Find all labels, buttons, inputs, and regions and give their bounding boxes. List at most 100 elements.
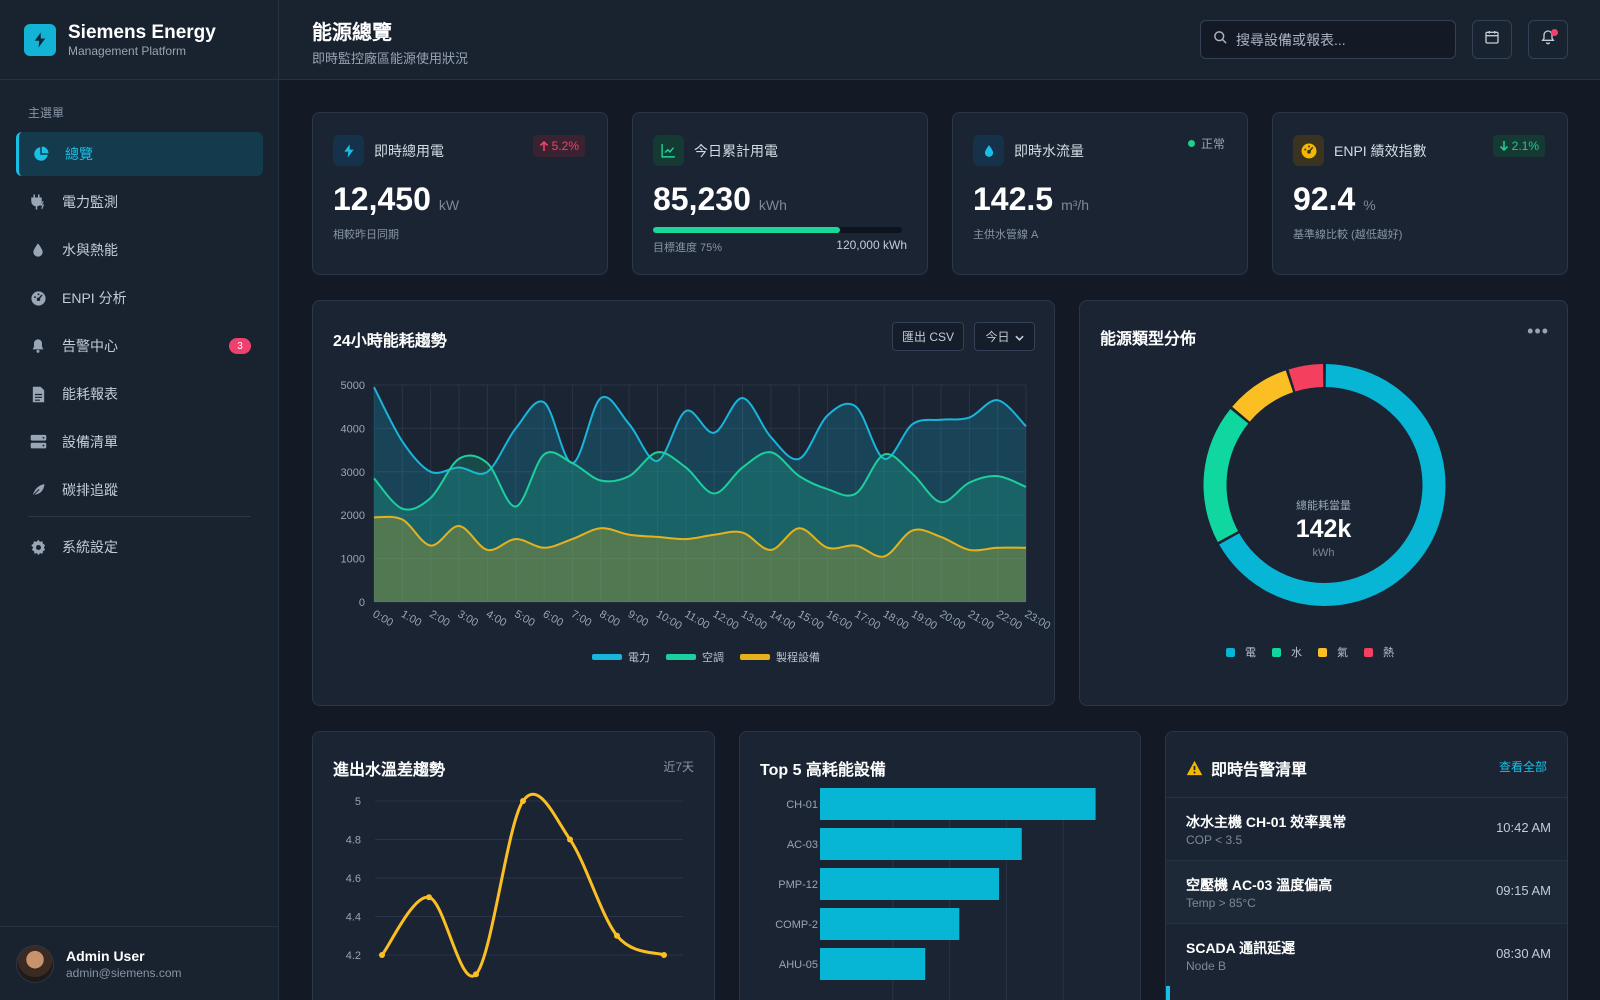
legend-label: 熱 bbox=[1383, 647, 1394, 659]
brand-name: Siemens Energy bbox=[68, 21, 216, 43]
x-tick-label: 22:00 bbox=[994, 608, 1024, 632]
x-tick-label: 4:00 bbox=[484, 608, 509, 629]
donut-slice bbox=[1232, 370, 1294, 422]
brand[interactable]: Siemens Energy Management Platform bbox=[0, 0, 278, 80]
y-tick-label: PMP-12 bbox=[778, 879, 818, 891]
sidebar: Siemens Energy Management Platform 主選單 總… bbox=[0, 0, 279, 1000]
chart-title: 能源類型分佈 bbox=[1100, 331, 1197, 348]
sidebar-item-settings[interactable]: 系統設定 bbox=[16, 525, 263, 569]
bar bbox=[820, 868, 1000, 900]
y-tick-label: 0 bbox=[359, 597, 365, 609]
sidebar-item-label: 碳排追蹤 bbox=[62, 482, 118, 498]
avatar[interactable] bbox=[16, 944, 54, 983]
alert-item[interactable]: SCADA 通訊延遲 Node B 08:30 AM bbox=[1166, 923, 1567, 986]
alert-time: 10:42 AM bbox=[1496, 820, 1551, 835]
top5-card: Top 5 高耗能設備 CH-01 AC-03 PMP-12 COMP-2 AHU-05 bbox=[739, 731, 1141, 1000]
main-menu: 總覽 電力監測 水與熱能 ENPI 分析 告警中心 3 bbox=[16, 132, 263, 573]
delta-badge: 2.1% bbox=[1492, 135, 1545, 157]
trend-chart-icon bbox=[653, 135, 684, 166]
chevron-down-icon bbox=[1014, 330, 1024, 344]
leaf-icon bbox=[28, 480, 48, 500]
delta-value: 5.2% bbox=[551, 139, 579, 153]
warning-icon bbox=[1186, 760, 1203, 776]
progress-label: 目標進度 75% bbox=[653, 242, 723, 254]
alert-title: 冰水主機 CH-01 效率異常 bbox=[1186, 814, 1347, 830]
sidebar-item-devices[interactable]: 設備清單 bbox=[16, 420, 263, 464]
kpi-card-daily-energy[interactable]: 今日累計用電 85,230 kWh 目標進度 75% 120,000 kWh bbox=[632, 112, 928, 275]
legend-item-process: 製程設備 bbox=[740, 649, 820, 665]
sidebar-item-carbon[interactable]: 碳排追蹤 bbox=[16, 468, 263, 512]
data-point bbox=[426, 894, 432, 901]
donut-center-value: 142k bbox=[1295, 515, 1352, 543]
kpi-label: 今日累計用電 bbox=[694, 142, 778, 159]
donut-center-unit: kWh bbox=[1312, 547, 1335, 559]
legend-label: 水 bbox=[1291, 647, 1302, 659]
plug-bolt-icon bbox=[28, 192, 48, 212]
bar bbox=[820, 908, 960, 940]
sidebar-item-label: 總覽 bbox=[65, 146, 93, 162]
y-tick-label: 4000 bbox=[341, 423, 365, 435]
data-point bbox=[473, 971, 479, 978]
calendar-icon bbox=[1484, 29, 1500, 50]
series-area bbox=[374, 452, 1026, 602]
top5-bar-chart: CH-01 AC-03 PMP-12 COMP-2 AHU-05 bbox=[775, 788, 1096, 1000]
series-line bbox=[373, 386, 1027, 475]
pie-chart-icon bbox=[31, 144, 51, 164]
x-tick-label: 17:00 bbox=[852, 608, 882, 632]
export-csv-button[interactable]: 匯出 CSV bbox=[892, 322, 964, 351]
sidebar-item-label: 系統設定 bbox=[62, 539, 118, 555]
user-profile[interactable]: Admin User admin@siemens.com bbox=[0, 926, 279, 1000]
alerts-title: 即時告警清單 bbox=[1211, 762, 1308, 779]
bar bbox=[820, 828, 1022, 860]
x-tick-label: 0:00 bbox=[371, 608, 396, 629]
sidebar-item-label: 電力監測 bbox=[62, 194, 118, 210]
alert-detail: Temp > 85°C bbox=[1186, 896, 1256, 910]
alert-item[interactable]: 空壓機 AC-03 溫度偏高 Temp > 85°C 09:15 AM bbox=[1166, 860, 1567, 923]
sidebar-item-label: 告警中心 bbox=[62, 338, 118, 354]
alert-detail: Node B bbox=[1186, 959, 1227, 973]
progress-target: 120,000 kWh bbox=[836, 238, 907, 252]
alert-item[interactable]: 冰水主機 CH-01 效率異常 COP < 3.5 10:42 AM bbox=[1166, 797, 1567, 860]
chart-title: 24小時能耗趨勢 bbox=[333, 333, 447, 350]
legend-label: 氣 bbox=[1337, 647, 1348, 659]
kpi-subtext: 主供水管線 A bbox=[973, 229, 1039, 241]
notifications-button[interactable] bbox=[1528, 20, 1568, 59]
delta-badge: 5.2% bbox=[532, 135, 585, 157]
legend-item-heat: 熱 bbox=[1364, 644, 1394, 660]
x-tick-label: 23:00 bbox=[1023, 608, 1053, 632]
kpi-card-power[interactable]: 即時總用電 5.2% 12,450 kW 相較昨日同期 bbox=[312, 112, 608, 275]
calendar-button[interactable] bbox=[1472, 20, 1512, 59]
sidebar-item-power[interactable]: 電力監測 bbox=[16, 180, 263, 224]
chart-title: Top 5 高耗能設備 bbox=[760, 762, 886, 779]
x-tick-label: 3:00 bbox=[456, 608, 481, 629]
data-point bbox=[520, 798, 526, 804]
droplet-icon bbox=[28, 240, 48, 260]
search-input[interactable] bbox=[1236, 31, 1436, 48]
gauge-icon bbox=[1293, 135, 1324, 166]
x-tick-label: 8:00 bbox=[597, 608, 622, 629]
sidebar-item-label: 設備清單 bbox=[62, 434, 118, 450]
alert-accent-bar bbox=[1166, 986, 1170, 1000]
kpi-card-enpi[interactable]: ENPI 績效指數 2.1% 92.4 % 基準線比較 (越低越好) bbox=[1272, 112, 1568, 275]
alert-title: SCADA 通訊延遲 bbox=[1186, 940, 1296, 956]
brand-tagline: Management Platform bbox=[68, 43, 187, 58]
sidebar-item-alerts[interactable]: 告警中心 3 bbox=[16, 324, 263, 368]
trend-chart-card: 24小時能耗趨勢 匯出 CSV 今日 0 1000 2000 3000 4000 5000… bbox=[312, 300, 1055, 706]
sidebar-item-water-heat[interactable]: 水與熱能 bbox=[16, 228, 263, 272]
range-select[interactable]: 今日 bbox=[974, 322, 1035, 351]
search-box[interactable] bbox=[1200, 20, 1456, 59]
more-options-button[interactable]: ••• bbox=[1527, 321, 1549, 341]
view-all-link[interactable]: 查看全部 bbox=[1498, 760, 1547, 774]
target-progress-bar bbox=[653, 227, 902, 233]
x-tick-label: 5:00 bbox=[512, 608, 537, 629]
sidebar-item-enpi[interactable]: ENPI 分析 bbox=[16, 276, 263, 320]
kpi-unit: % bbox=[1363, 197, 1376, 213]
sidebar-item-reports[interactable]: 能耗報表 bbox=[16, 372, 263, 416]
sidebar-item-overview[interactable]: 總覽 bbox=[16, 132, 263, 176]
kpi-card-water-flow[interactable]: 即時水流量 正常 142.5 m³/h 主供水管線 A bbox=[952, 112, 1248, 275]
gauge-icon bbox=[28, 288, 48, 308]
series-line bbox=[373, 451, 1027, 511]
y-tick-label: COMP-2 bbox=[775, 919, 818, 931]
energy-type-card: 能源類型分佈 ••• 總能耗當量 142k kWh 電 水 氣 熱 bbox=[1079, 300, 1568, 706]
legend-label: 電 bbox=[1245, 647, 1256, 659]
